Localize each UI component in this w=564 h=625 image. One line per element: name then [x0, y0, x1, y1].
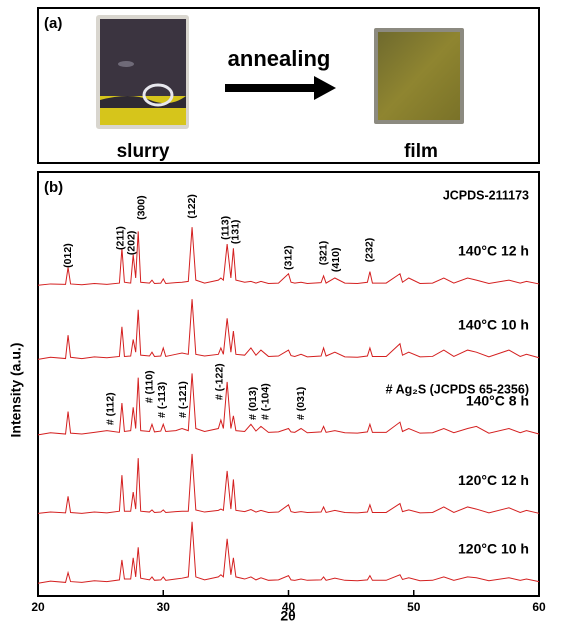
- peak-label: (232): [364, 238, 376, 263]
- series-label: 120°C 12 h: [458, 472, 529, 488]
- reference-label: # Ag₂S (JCPDS 65-2356): [386, 382, 529, 396]
- x-tick-label: 60: [532, 600, 546, 614]
- peak-label: (113): [220, 216, 232, 240]
- peak-label: # (-104): [260, 383, 272, 420]
- peak-label: # (-121): [177, 381, 189, 418]
- xrd-pattern: [37, 453, 540, 514]
- xrd-pattern: [37, 227, 540, 286]
- caption: film: [404, 141, 438, 162]
- series-label: 140°C 8 h: [466, 393, 529, 409]
- peak-label: (211): [114, 226, 126, 250]
- peak-label: # (110): [143, 370, 155, 403]
- x-tick-label: 30: [157, 600, 171, 614]
- series-label: 120°C 10 h: [458, 540, 529, 556]
- x-tick-label: 20: [31, 600, 45, 614]
- caption: slurry: [117, 141, 170, 162]
- peak-label: (131): [230, 220, 242, 245]
- panel-label: (b): [44, 179, 63, 196]
- peak-label: (312): [282, 245, 294, 270]
- peak-label: # (031): [295, 387, 307, 420]
- reference-label: JCPDS-211173: [443, 188, 529, 202]
- series-label: 140°C 12 h: [458, 243, 529, 259]
- slurry-photo: [96, 15, 189, 129]
- arrow-label: annealing: [228, 46, 331, 71]
- xrd-pattern: [37, 521, 540, 584]
- peak-label: # (-122): [213, 363, 225, 400]
- peak-label: (321): [317, 241, 329, 266]
- xrd-pattern: [37, 299, 540, 360]
- series-label: 140°C 10 h: [458, 316, 529, 332]
- peak-label: # (-113): [156, 382, 168, 418]
- peak-label: # (112): [104, 392, 116, 425]
- peak-label: (012): [62, 243, 74, 268]
- arrow: [225, 76, 336, 100]
- x-tick-label: 40: [282, 600, 296, 614]
- y-axis-label: Intensity (a.u.): [8, 343, 24, 438]
- film-photo: [374, 28, 464, 124]
- xrd-pattern: [37, 373, 540, 436]
- peak-label: (122): [186, 194, 198, 219]
- peak-label: (202): [126, 231, 138, 256]
- panel-label: (a): [44, 15, 62, 32]
- peak-label: (410): [330, 248, 342, 273]
- peak-label: (300): [136, 195, 148, 220]
- peak-label: # (013): [247, 387, 259, 420]
- x-axis-label: 2θ: [280, 608, 295, 624]
- panel-a-frame: [37, 7, 540, 164]
- x-tick-label: 50: [407, 600, 421, 614]
